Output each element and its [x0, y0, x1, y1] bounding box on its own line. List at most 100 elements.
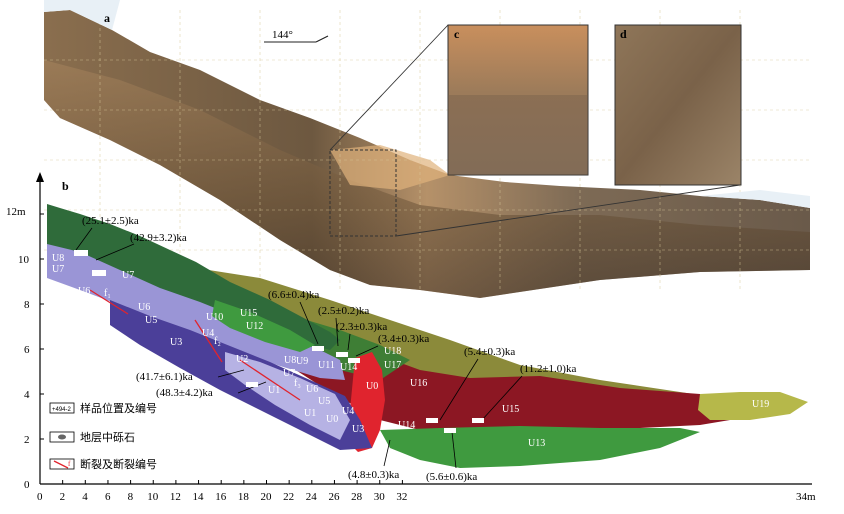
legend: +494-2 样品位置及编号 地层中砾石 f 断裂及断裂编号	[49, 401, 157, 471]
orientation-arrow	[315, 35, 329, 43]
age-label-12: (5.6±0.6)ka	[426, 471, 477, 483]
unit-label-u18: U18	[384, 346, 401, 357]
y-tick-label: 4	[24, 389, 30, 401]
unit-label-u0: U0	[366, 381, 378, 392]
age-leader-9	[217, 369, 245, 378]
age-leader-12	[451, 431, 457, 469]
sample-marker	[336, 352, 348, 357]
age-label-2: (42.9±3.2)ka	[130, 232, 187, 244]
age-label-7: (5.4±0.3)ka	[464, 346, 515, 358]
sky-patch	[44, 0, 120, 30]
x-tick-label: 10	[147, 491, 159, 503]
unit-label-u9: U9	[296, 356, 308, 367]
unit-label-u16: U16	[410, 378, 427, 389]
unit-label-u10: U10	[206, 312, 223, 323]
x-tick-label: 0	[37, 491, 43, 503]
unit-label-u5a: U5	[145, 315, 157, 326]
unit-label-u11: U11	[318, 360, 335, 371]
outcrop-photo-shadow	[44, 60, 810, 298]
connector-line	[395, 184, 741, 237]
age-annotations: (25.1±2.5)ka (42.9±3.2)ka (6.6±0.4)ka (2…	[75, 215, 576, 483]
unit-labels: U8 U7 U7 U6 U6 U5 U3 U4 U2 U1 U7 U6 U5 U…	[52, 253, 769, 449]
y-axis-ticks: 10 8 6 4 2 0	[18, 213, 44, 491]
x-tick-label: 6	[105, 491, 111, 503]
unit-label-u7a: U7	[52, 264, 64, 275]
sample-marker	[444, 428, 456, 433]
unit-label-u8b: U8	[284, 355, 296, 366]
fault-label-f1: f₁	[104, 288, 111, 299]
x-axis-ticks: 0 2 4 6 8 10 12 14 16 18 20 22 24 26 28 30 32	[37, 480, 407, 503]
unit-label-u7c: U7	[283, 368, 295, 379]
legend-gravel-label: 地层中砾石	[80, 431, 135, 444]
sample-marker	[348, 358, 360, 363]
fault-label-f2: f₂	[214, 336, 221, 347]
unit-label-u17: U17	[384, 360, 401, 371]
x-tick-label: 28	[351, 491, 363, 503]
x-tick-label: 12	[170, 491, 181, 503]
unit-label-u5b: U5	[318, 396, 330, 407]
fault-label-f3: f₃	[294, 378, 301, 389]
age-leader-2	[95, 243, 135, 261]
sample-marker	[426, 418, 438, 423]
unit-label-u4a: U4	[202, 328, 214, 339]
legend-sample-icon	[49, 402, 75, 414]
closeup-photo-d	[614, 24, 742, 186]
x-tick-label: 14	[193, 491, 205, 503]
legend-fault-label: 断裂及断裂编号	[80, 457, 157, 471]
closeup-photo-c	[447, 24, 589, 176]
unit-label-u1b: U1	[304, 408, 316, 419]
y-tick-label: 8	[24, 299, 30, 311]
y-axis-arrow	[36, 172, 44, 182]
fault-icon	[53, 460, 69, 469]
legend-fault-icon-text: f	[68, 460, 71, 468]
unit-label-u14a: U14	[340, 362, 357, 373]
age-leader-7	[439, 358, 479, 421]
fault-lines	[89, 289, 301, 401]
x-tick-label: 4	[82, 491, 88, 503]
x-tick-label: 16	[215, 491, 227, 503]
age-leader-10	[237, 381, 267, 394]
sample-marker	[312, 346, 324, 351]
gravel-icon	[58, 434, 66, 440]
unit-label-u13: U13	[528, 438, 545, 449]
age-leader-3	[299, 301, 319, 345]
unit-label-u15a: U15	[240, 308, 257, 319]
age-label-1: (25.1±2.5)ka	[82, 215, 139, 227]
layer-u5-u6	[47, 244, 345, 380]
age-label-4: (2.5±0.2)ka	[318, 305, 369, 317]
x-tick-label: 20	[261, 491, 273, 503]
unit-label-u6b: U6	[138, 302, 150, 313]
y-tick-label: 10	[18, 254, 30, 266]
x-tick-label: 24	[306, 491, 318, 503]
panel-letter-c: c	[454, 27, 460, 41]
inset-box	[329, 149, 397, 237]
y-axis-unit-label: 12m	[6, 206, 26, 218]
x-tick-label: 18	[238, 491, 250, 503]
photo-mosaic-panel-a: a 144°	[44, 0, 810, 298]
sample-marker	[74, 250, 88, 256]
x-tick-label: 30	[374, 491, 386, 503]
unit-label-u6c: U6	[306, 384, 318, 395]
age-leader-8	[481, 375, 523, 421]
age-leader-1	[75, 227, 93, 251]
section-panel-b: b 0 2 4 6 8 10 12 14 16 18 20 22 24 26 28 30 32 1086420 …	[6, 172, 816, 503]
closeup-panel-d: d	[614, 24, 742, 186]
x-tick-label: 32	[396, 491, 407, 503]
layer-u13	[380, 426, 700, 468]
unit-label-u4b: U4	[342, 406, 354, 417]
layer-u10-u12	[212, 300, 315, 352]
age-label-3: (6.6±0.4)ka	[268, 289, 319, 301]
unit-label-u8: U8	[52, 253, 64, 264]
unit-label-u0b: U0	[326, 414, 338, 425]
unit-label-u12: U12	[246, 321, 263, 332]
panel-letter-b: b	[62, 179, 69, 193]
layer-u19	[698, 392, 808, 420]
unit-label-u3b: U3	[352, 424, 364, 435]
sample-markers	[74, 250, 484, 433]
layer-u3-u5	[225, 352, 350, 440]
closeup-shade-c	[448, 95, 588, 175]
x-tick-label: 2	[60, 491, 66, 503]
panel-letter-a: a	[104, 11, 110, 25]
sample-marker	[246, 382, 258, 387]
orientation-label: 144°	[272, 29, 293, 41]
